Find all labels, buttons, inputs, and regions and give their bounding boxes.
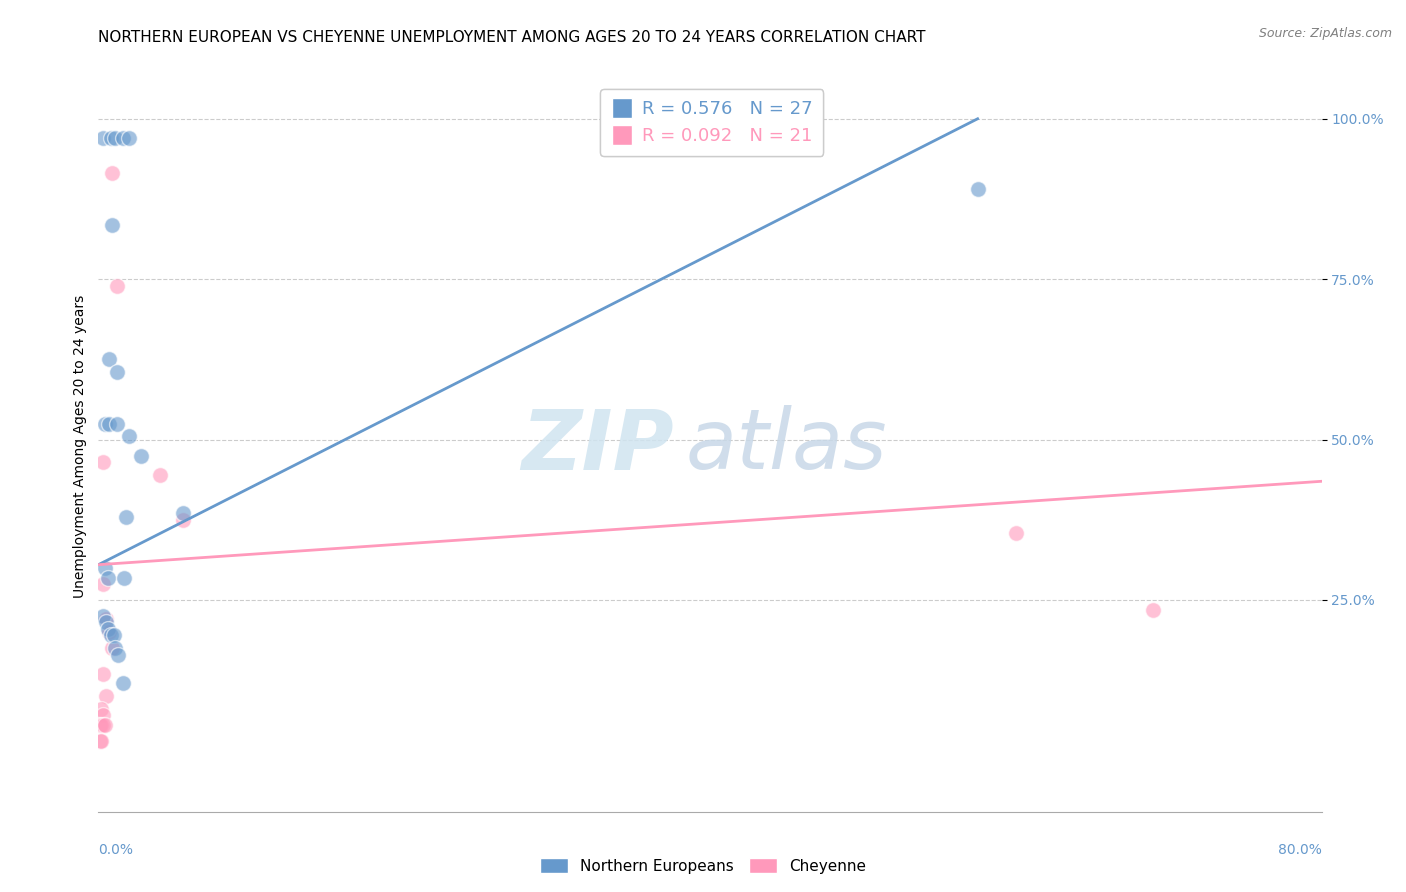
Point bbox=[105, 278, 128, 293]
Point bbox=[1142, 602, 1164, 616]
Point bbox=[103, 628, 125, 642]
Point bbox=[91, 455, 114, 469]
Text: ZIP: ZIP bbox=[520, 406, 673, 486]
Point bbox=[91, 718, 114, 732]
Text: Source: ZipAtlas.com: Source: ZipAtlas.com bbox=[1258, 27, 1392, 40]
Point bbox=[97, 622, 120, 636]
Point bbox=[93, 561, 115, 575]
Point bbox=[118, 131, 141, 145]
Point bbox=[100, 628, 122, 642]
Point bbox=[89, 734, 111, 748]
Point bbox=[1004, 525, 1026, 540]
Point bbox=[101, 218, 124, 232]
Point bbox=[94, 615, 117, 630]
Point bbox=[112, 570, 135, 584]
Point bbox=[104, 131, 127, 145]
Point bbox=[105, 365, 128, 379]
Point bbox=[101, 166, 124, 180]
Point bbox=[101, 641, 124, 656]
Point bbox=[90, 734, 112, 748]
Point bbox=[91, 666, 114, 681]
Point bbox=[111, 131, 134, 145]
Point bbox=[93, 417, 115, 431]
Text: NORTHERN EUROPEAN VS CHEYENNE UNEMPLOYMENT AMONG AGES 20 TO 24 YEARS CORRELATION: NORTHERN EUROPEAN VS CHEYENNE UNEMPLOYME… bbox=[98, 29, 927, 45]
Point bbox=[98, 417, 121, 431]
Point bbox=[107, 648, 129, 662]
Point bbox=[104, 641, 127, 656]
Point bbox=[172, 507, 194, 521]
Point bbox=[149, 467, 172, 482]
Point bbox=[98, 352, 121, 367]
Point bbox=[172, 513, 194, 527]
Point bbox=[94, 612, 117, 626]
Legend: R = 0.576   N = 27, R = 0.092   N = 21: R = 0.576 N = 27, R = 0.092 N = 21 bbox=[600, 89, 824, 156]
Text: 80.0%: 80.0% bbox=[1278, 843, 1322, 857]
Point bbox=[90, 702, 112, 716]
Point bbox=[129, 449, 152, 463]
Point bbox=[966, 182, 988, 196]
Point bbox=[94, 690, 117, 704]
Point bbox=[111, 676, 134, 690]
Point bbox=[98, 625, 121, 640]
Point bbox=[91, 609, 114, 624]
Text: atlas: atlas bbox=[686, 406, 887, 486]
Point bbox=[89, 718, 111, 732]
Point bbox=[97, 570, 120, 584]
Point bbox=[91, 708, 114, 723]
Point bbox=[93, 718, 115, 732]
Point bbox=[100, 131, 122, 145]
Point bbox=[91, 577, 114, 591]
Legend: Northern Europeans, Cheyenne: Northern Europeans, Cheyenne bbox=[534, 852, 872, 880]
Point bbox=[118, 429, 141, 443]
Text: 0.0%: 0.0% bbox=[98, 843, 134, 857]
Point bbox=[105, 417, 128, 431]
Point bbox=[91, 131, 114, 145]
Point bbox=[90, 718, 112, 732]
Point bbox=[115, 509, 138, 524]
Y-axis label: Unemployment Among Ages 20 to 24 years: Unemployment Among Ages 20 to 24 years bbox=[73, 294, 87, 598]
